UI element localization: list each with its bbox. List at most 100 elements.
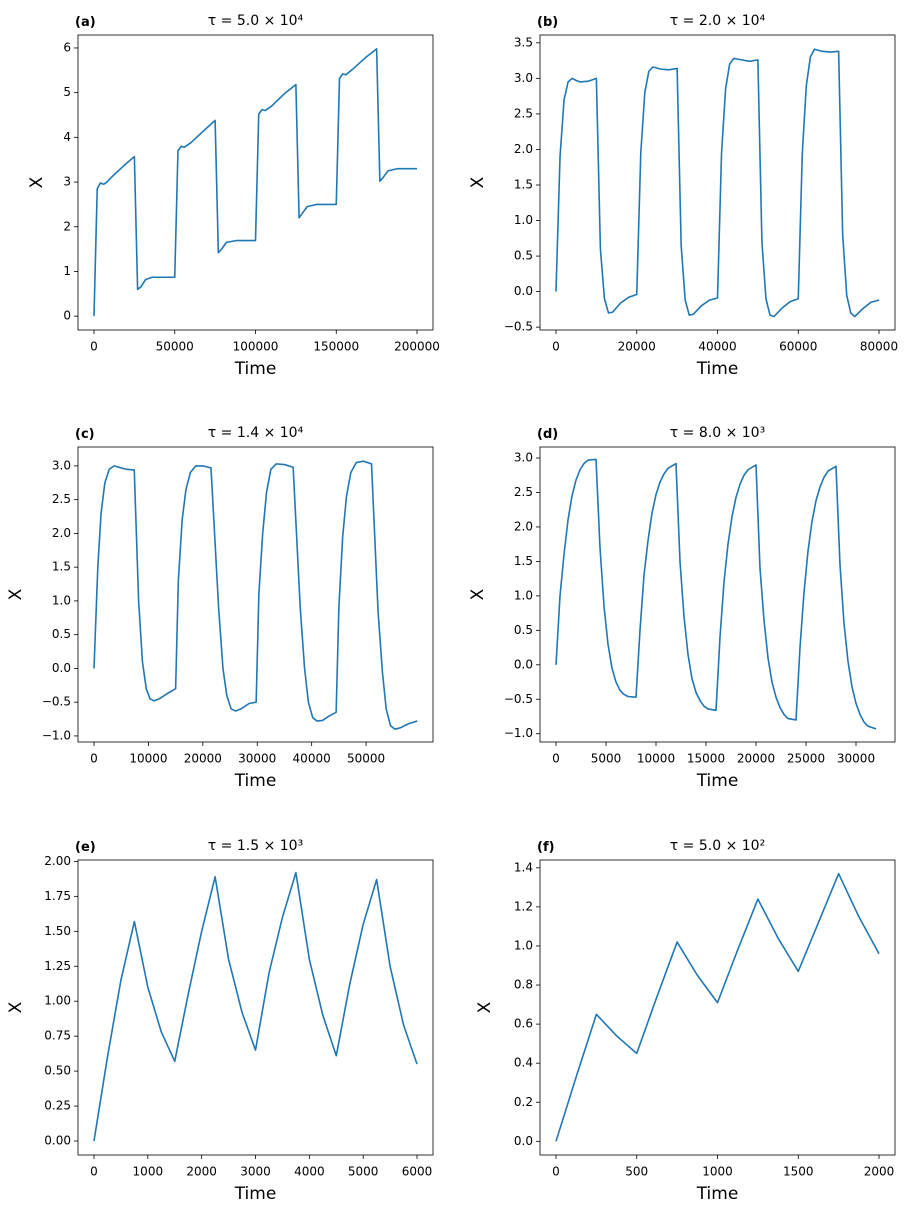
x-tick-label: 0	[552, 1165, 560, 1179]
x-axis-label: Time	[234, 1184, 277, 1204]
x-tick-label: 40000	[293, 752, 331, 766]
x-tick-label: 500	[625, 1165, 648, 1179]
x-tick-label: 30000	[238, 752, 276, 766]
y-tick-label: 2.0	[514, 519, 533, 533]
y-tick-label: 3.0	[514, 451, 533, 465]
x-tick-label: 1500	[783, 1165, 814, 1179]
panel-label: (a)	[75, 15, 96, 30]
x-tick-label: 25000	[787, 752, 825, 766]
y-tick-label: 0.0	[514, 284, 533, 298]
y-tick-label: 1	[63, 264, 71, 278]
data-line	[93, 460, 418, 730]
x-tick-label: 200000	[394, 340, 440, 354]
x-tick-label: 50000	[347, 752, 385, 766]
data-line	[555, 48, 880, 318]
x-axis-label: Time	[234, 359, 277, 379]
x-tick-label: 2000	[186, 1165, 217, 1179]
y-tick-label: −1.0	[504, 726, 533, 740]
x-tick-label: 50000	[156, 340, 194, 354]
axes-frame	[539, 446, 896, 743]
x-tick-label: 3000	[240, 1165, 271, 1179]
y-tick-label: 0.5	[514, 249, 533, 263]
chart-title: τ = 1.4 × 10⁴	[208, 425, 304, 441]
x-axis-label: Time	[696, 771, 739, 791]
x-tick-label: 2000	[864, 1165, 895, 1179]
y-tick-label: 0.2	[514, 1095, 533, 1109]
x-tick-label: 15000	[687, 752, 725, 766]
y-tick-label: 4	[63, 130, 71, 144]
chart-title: τ = 5.0 × 10⁴	[208, 13, 304, 29]
y-tick-label: 2.0	[52, 526, 71, 540]
x-tick-label: 0	[90, 340, 98, 354]
y-tick-label: 2.5	[514, 106, 533, 120]
y-tick-label: 1.5	[52, 560, 71, 574]
x-tick-label: 0	[552, 752, 560, 766]
y-tick-label: 0.00	[44, 1134, 71, 1148]
y-tick-label: 0.75	[44, 1029, 71, 1043]
data-line	[93, 48, 418, 317]
panel-label: (b)	[537, 15, 558, 30]
y-tick-label: 3.0	[514, 71, 533, 85]
x-axis-label: Time	[696, 1184, 739, 1204]
panel-label: (e)	[75, 840, 96, 855]
x-tick-label: 1000	[133, 1165, 164, 1179]
y-tick-label: 2.5	[52, 492, 71, 506]
x-tick-label: 10000	[129, 752, 167, 766]
y-tick-label: 1.75	[44, 889, 71, 903]
axes-frame	[77, 34, 434, 331]
y-tick-label: 1.0	[514, 938, 533, 952]
y-tick-label: 1.5	[514, 177, 533, 191]
y-tick-label: 3.0	[52, 458, 71, 472]
x-tick-label: 10000	[637, 752, 675, 766]
y-axis-label: X	[468, 588, 488, 600]
x-tick-label: 1000	[702, 1165, 733, 1179]
x-tick-label: 40000	[698, 340, 736, 354]
y-tick-label: 5	[63, 85, 71, 99]
y-tick-label: 0.25	[44, 1099, 71, 1113]
y-tick-label: 6	[63, 40, 71, 54]
y-tick-label: 0.8	[514, 978, 533, 992]
y-tick-label: 0.0	[52, 661, 71, 675]
x-axis-label: Time	[696, 359, 739, 379]
axes-frame	[539, 859, 896, 1156]
y-tick-label: 1.0	[514, 213, 533, 227]
panel-label: (c)	[75, 427, 95, 442]
data-line	[555, 872, 880, 1142]
y-axis-label: X	[27, 176, 47, 188]
y-tick-label: −0.5	[504, 692, 533, 706]
y-tick-label: 1.50	[44, 924, 71, 938]
chart-title: τ = 8.0 × 10³	[670, 425, 765, 441]
chart-title: τ = 5.0 × 10²	[670, 838, 765, 854]
x-tick-label: 0	[90, 1165, 98, 1179]
data-line	[93, 871, 418, 1142]
x-tick-label: 5000	[348, 1165, 379, 1179]
y-axis-label: X	[475, 1001, 495, 1013]
y-tick-label: 2	[63, 219, 71, 233]
y-tick-label: 0.6	[514, 1017, 533, 1031]
axes-frame	[77, 446, 434, 743]
y-tick-label: 2.00	[44, 854, 71, 868]
data-line	[555, 458, 877, 730]
y-tick-label: 0.0	[514, 657, 533, 671]
chart-title: τ = 2.0 × 10⁴	[670, 13, 766, 29]
y-tick-label: −1.0	[42, 728, 71, 742]
x-tick-label: 4000	[294, 1165, 325, 1179]
y-tick-label: −0.5	[504, 320, 533, 334]
y-tick-label: 0.4	[514, 1056, 533, 1070]
x-tick-label: 100000	[233, 340, 279, 354]
x-axis-label: Time	[234, 771, 277, 791]
x-tick-label: 20000	[184, 752, 222, 766]
y-tick-label: 3	[63, 175, 71, 189]
x-tick-label: 150000	[313, 340, 359, 354]
y-tick-label: 1.0	[52, 593, 71, 607]
x-tick-label: 30000	[837, 752, 875, 766]
y-tick-label: 0.5	[52, 627, 71, 641]
panel-label: (f)	[537, 840, 555, 855]
y-tick-label: 2.5	[514, 485, 533, 499]
y-tick-label: 1.4	[514, 860, 533, 874]
y-tick-label: −0.5	[42, 695, 71, 709]
y-tick-label: 1.25	[44, 959, 71, 973]
y-axis-label: X	[468, 176, 488, 188]
y-axis-label: X	[6, 588, 26, 600]
